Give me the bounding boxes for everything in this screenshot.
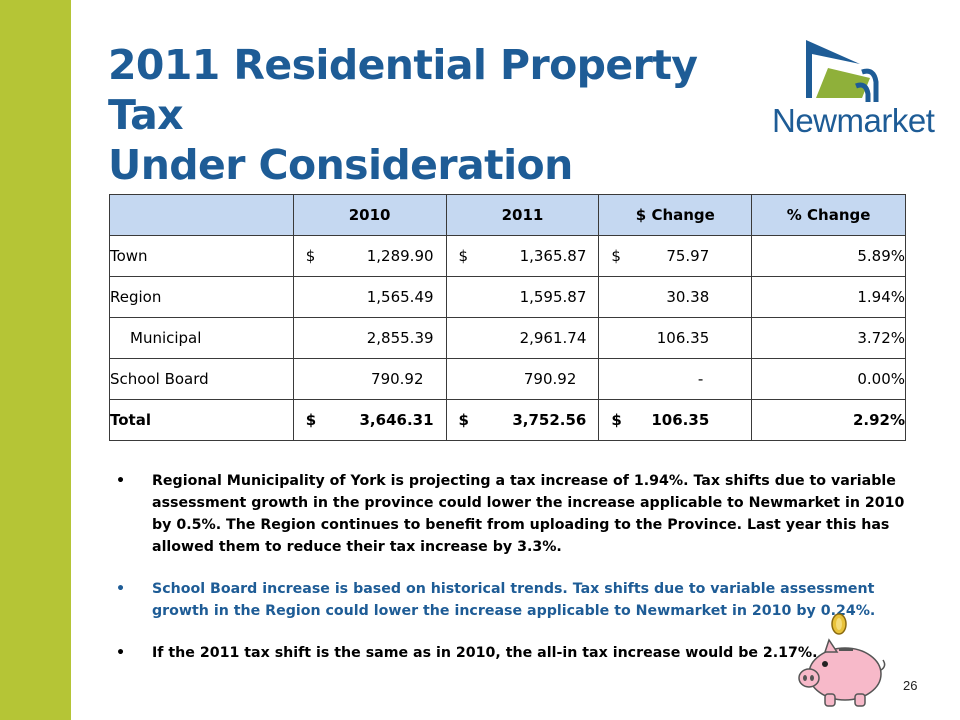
title-line-2: Under Consideration [108, 141, 573, 189]
header-dollar-change: $ Change [598, 194, 753, 236]
currency-symbol: $ [611, 247, 621, 265]
cell-value: 1,595.87 [519, 288, 587, 306]
cell-dollar-change: $106.35 [598, 399, 753, 441]
header-blank [109, 194, 294, 236]
cell-percent-change: 0.00% [751, 358, 906, 400]
cell-value: 2,855.39 [366, 329, 434, 347]
currency-symbol: $ [458, 247, 469, 265]
cell-value: 1,365.87 [519, 247, 587, 265]
bullet-dot: • [116, 581, 126, 597]
row-label: Region [109, 276, 294, 318]
left-accent-bar [0, 0, 71, 720]
cell-percent-change: 2.92% [751, 399, 906, 441]
header-2010: 2010 [292, 194, 447, 236]
cell-2010: $1,289.90 [292, 235, 447, 277]
table-header-row: 2010 2011 $ Change % Change [109, 194, 906, 236]
newmarket-logo: Newmarket [770, 38, 935, 139]
cell-value: 1,565.49 [366, 288, 434, 306]
row-label: Total [109, 399, 294, 441]
cell-2011: $3,752.56 [445, 399, 600, 441]
bullet-text: Regional Municipality of York is project… [152, 473, 905, 555]
row-label: Municipal [109, 317, 294, 359]
cell-2010: $3,646.31 [292, 399, 447, 441]
bullet-list: • Regional Municipality of York is proje… [116, 470, 906, 684]
cell-2011: $1,365.87 [445, 235, 600, 277]
cell-percent-change: 3.72% [751, 317, 906, 359]
bullet-dot: • [116, 473, 126, 489]
page-number: 26 [903, 678, 918, 693]
cell-value: 2,961.74 [519, 329, 587, 347]
cell-dollar-change: - [598, 358, 753, 400]
cell-value: 1,289.90 [366, 247, 434, 265]
cell-dollar-change: $75.97 [598, 235, 753, 277]
table-row: School Board 790.92 790.92 - 0.00% [109, 358, 906, 400]
cell-2010: 1,565.49 [292, 276, 447, 318]
cell-value: 3,752.56 [512, 411, 587, 429]
cell-value: 30.38 [666, 288, 710, 306]
table-row: Town $1,289.90 $1,365.87 $75.97 5.89% [109, 235, 906, 277]
row-label: Town [109, 235, 294, 277]
bullet-text: If the 2011 tax shift is the same as in … [152, 645, 818, 661]
cell-value: 790.92 [371, 370, 424, 388]
cell-percent-change: 5.89% [751, 235, 906, 277]
cell-value: 3,646.31 [359, 411, 434, 429]
cell-value: 75.97 [666, 247, 710, 265]
piggy-bank-icon [798, 613, 886, 707]
cell-value: 790.92 [523, 370, 577, 388]
bullet-item-school-board: • School Board increase is based on hist… [116, 578, 906, 622]
bullet-item-region: • Regional Municipality of York is proje… [116, 470, 906, 558]
cell-2010: 790.92 [292, 358, 447, 400]
bullet-item-all-in: • If the 2011 tax shift is the same as i… [116, 642, 906, 664]
header-percent-change: % Change [751, 194, 906, 236]
currency-symbol: $ [305, 411, 317, 429]
cell-2010: 2,855.39 [292, 317, 447, 359]
piggy-bank [795, 612, 891, 712]
cell-2011: 2,961.74 [445, 317, 600, 359]
cell-2011: 1,595.87 [445, 276, 600, 318]
row-label: School Board [109, 358, 294, 400]
table-row: Region 1,565.49 1,595.87 30.38 1.94% [109, 276, 906, 318]
bullet-text: School Board increase is based on histor… [152, 581, 876, 619]
currency-symbol: $ [611, 411, 622, 429]
table-row-total: Total $3,646.31 $3,752.56 $106.35 2.92% [109, 399, 906, 441]
cell-value: 106.35 [651, 411, 710, 429]
cell-percent-change: 1.94% [751, 276, 906, 318]
tax-table: 2010 2011 $ Change % Change Town $1,289.… [109, 194, 906, 441]
currency-symbol: $ [458, 411, 469, 429]
slide-title: 2011 Residential Property Tax Under Cons… [108, 40, 748, 190]
cell-value: 106.35 [656, 329, 710, 347]
cell-value: - [697, 370, 704, 388]
cell-2011: 790.92 [445, 358, 600, 400]
table-row: Municipal 2,855.39 2,961.74 106.35 3.72% [109, 317, 906, 359]
logo-wordmark: Newmarket [772, 102, 935, 139]
bullet-dot: • [116, 645, 126, 661]
title-line-1: 2011 Residential Property Tax [108, 41, 698, 139]
cell-dollar-change: 106.35 [598, 317, 753, 359]
header-2011: 2011 [445, 194, 600, 236]
currency-symbol: $ [305, 247, 316, 265]
newmarket-logo-icon [806, 40, 879, 102]
cell-dollar-change: 30.38 [598, 276, 753, 318]
